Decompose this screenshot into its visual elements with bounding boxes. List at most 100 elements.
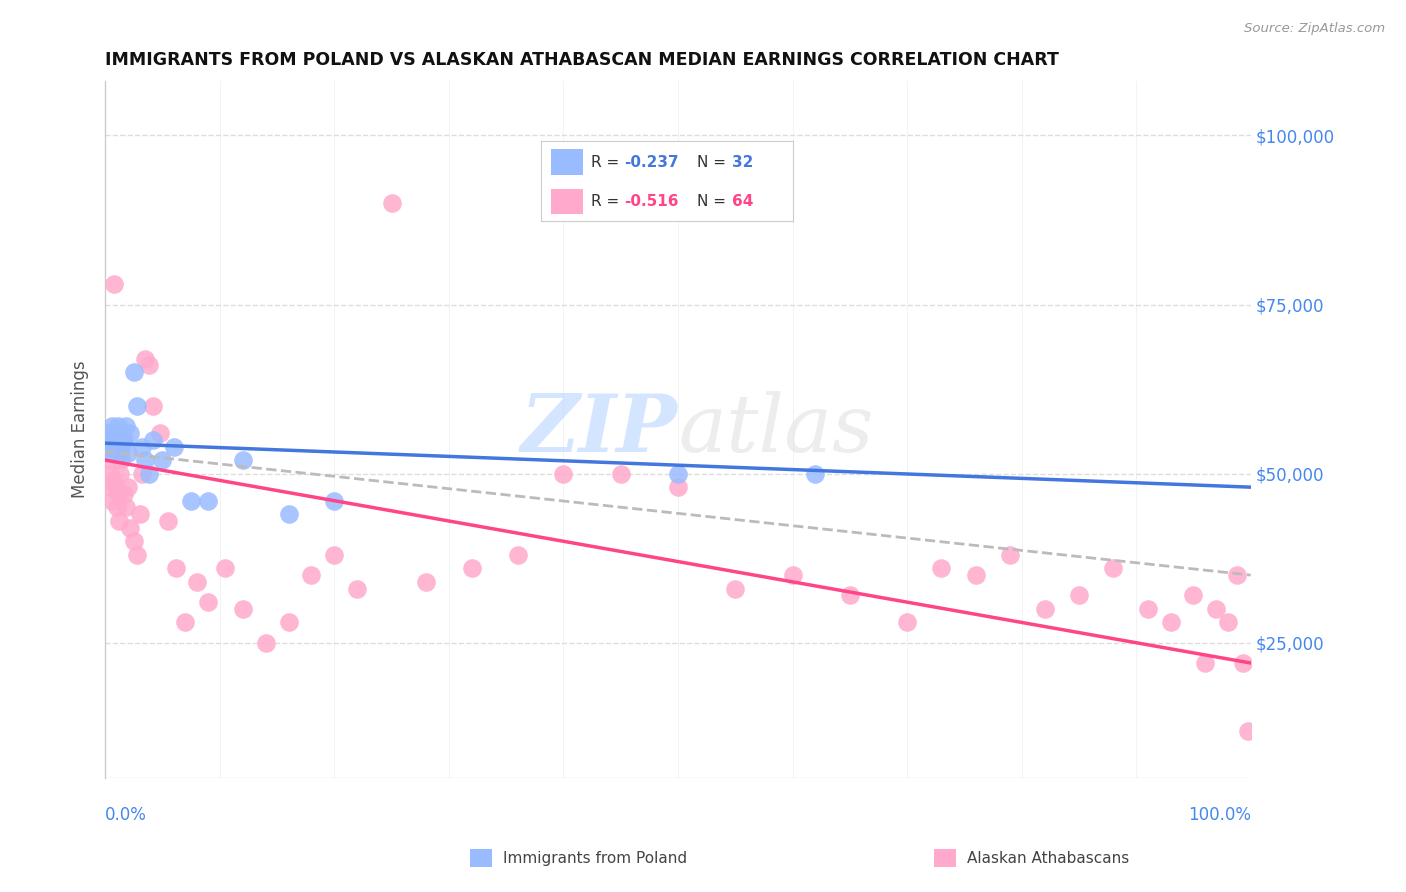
Point — [180, 493, 202, 508]
Point — [965, 568, 987, 582]
Point — [381, 196, 404, 211]
Point — [1033, 602, 1056, 616]
Text: 0.0%: 0.0% — [105, 805, 148, 824]
Point — [103, 474, 125, 488]
Point — [104, 440, 127, 454]
Point — [111, 433, 134, 447]
Point — [1136, 602, 1159, 616]
Point — [186, 574, 208, 589]
Text: atlas: atlas — [678, 391, 873, 468]
Point — [134, 351, 156, 366]
Point — [896, 615, 918, 630]
Point — [142, 399, 165, 413]
Point — [134, 453, 156, 467]
Point — [117, 446, 139, 460]
Point — [277, 507, 299, 521]
Point — [96, 453, 118, 467]
Point — [232, 602, 254, 616]
Point — [101, 493, 124, 508]
Point — [666, 480, 689, 494]
Point — [1205, 602, 1227, 616]
Point — [666, 467, 689, 481]
Text: 100.0%: 100.0% — [1188, 805, 1251, 824]
Point — [149, 425, 172, 440]
Point — [138, 359, 160, 373]
Point — [232, 453, 254, 467]
Point — [117, 480, 139, 494]
Point — [1102, 561, 1125, 575]
Point — [152, 453, 174, 467]
Point — [112, 433, 135, 447]
Point — [122, 365, 145, 379]
Point — [111, 425, 134, 440]
Point — [782, 568, 804, 582]
Point — [461, 561, 484, 575]
Point — [120, 425, 142, 440]
Point — [142, 433, 165, 447]
Point — [110, 453, 132, 467]
Point — [174, 615, 197, 630]
Point — [131, 467, 153, 481]
Point — [1232, 656, 1254, 670]
Point — [931, 561, 953, 575]
Point — [277, 615, 299, 630]
Point — [254, 636, 277, 650]
Point — [165, 561, 187, 575]
Point — [163, 440, 186, 454]
Point — [110, 440, 132, 454]
Text: Immigrants from Poland: Immigrants from Poland — [503, 851, 688, 865]
Point — [346, 582, 368, 596]
Point — [127, 548, 149, 562]
Point — [415, 574, 437, 589]
Y-axis label: Median Earnings: Median Earnings — [72, 361, 89, 499]
Point — [197, 595, 219, 609]
Point — [138, 467, 160, 481]
Point — [323, 548, 346, 562]
Point — [98, 467, 121, 481]
Point — [103, 446, 125, 460]
Point — [323, 493, 346, 508]
Point — [120, 521, 142, 535]
Point — [108, 467, 131, 481]
Point — [128, 507, 150, 521]
Point — [96, 440, 118, 454]
Text: Source: ZipAtlas.com: Source: ZipAtlas.com — [1244, 22, 1385, 36]
Point — [1160, 615, 1182, 630]
Point — [131, 440, 153, 454]
Point — [101, 419, 124, 434]
Point — [104, 480, 127, 494]
Point — [107, 419, 129, 434]
Point — [724, 582, 747, 596]
Point — [1182, 588, 1205, 602]
Point — [100, 433, 122, 447]
Point — [998, 548, 1021, 562]
Point — [103, 277, 125, 292]
Point — [108, 514, 131, 528]
Point — [299, 568, 322, 582]
Point — [609, 467, 631, 481]
Point — [108, 433, 131, 447]
Point — [1216, 615, 1239, 630]
Point — [127, 399, 149, 413]
Point — [97, 425, 120, 440]
Point — [804, 467, 827, 481]
Point — [838, 588, 860, 602]
Point — [100, 440, 122, 454]
Point — [1237, 723, 1260, 738]
Point — [214, 561, 236, 575]
Point — [114, 419, 136, 434]
Text: IMMIGRANTS FROM POLAND VS ALASKAN ATHABASCAN MEDIAN EARNINGS CORRELATION CHART: IMMIGRANTS FROM POLAND VS ALASKAN ATHABA… — [105, 51, 1059, 69]
Point — [97, 480, 120, 494]
Point — [112, 487, 135, 501]
Point — [506, 548, 529, 562]
Point — [122, 534, 145, 549]
Point — [1067, 588, 1090, 602]
Point — [553, 467, 575, 481]
Text: Alaskan Athabascans: Alaskan Athabascans — [967, 851, 1129, 865]
Point — [197, 493, 219, 508]
Point — [108, 446, 131, 460]
Point — [1194, 656, 1216, 670]
Text: ZIP: ZIP — [522, 391, 678, 468]
Point — [107, 487, 129, 501]
Point — [114, 500, 136, 515]
